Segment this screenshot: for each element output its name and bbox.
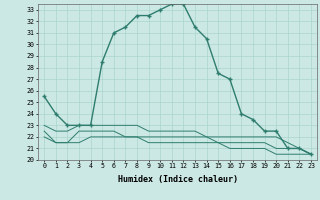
X-axis label: Humidex (Indice chaleur): Humidex (Indice chaleur) [118, 175, 238, 184]
